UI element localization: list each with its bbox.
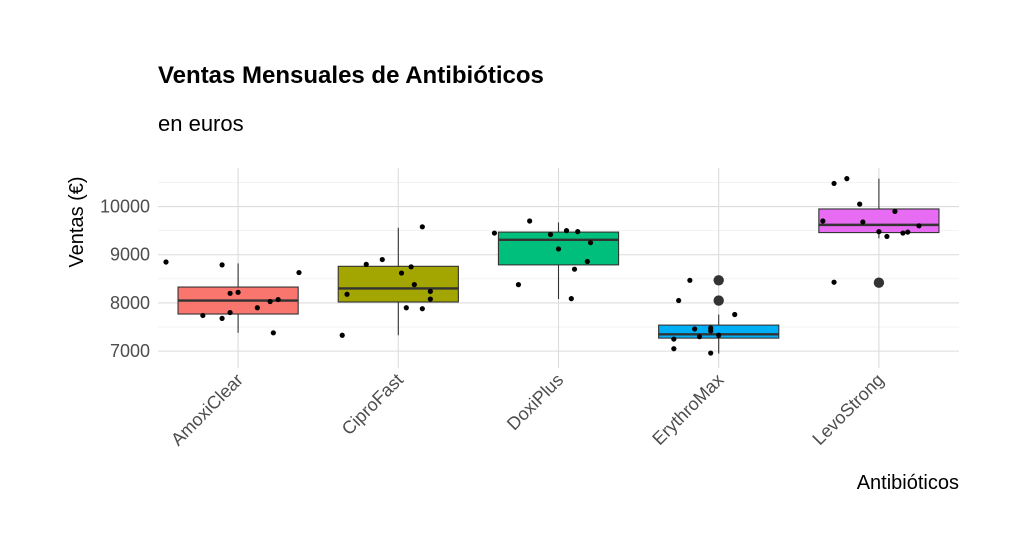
data-point <box>831 279 837 285</box>
data-point <box>200 312 206 319</box>
data-point <box>671 346 677 352</box>
data-point <box>563 228 570 234</box>
data-point <box>692 326 698 332</box>
data-point <box>575 229 581 235</box>
y-axis-ticks: 7000 8000 9000 10000 <box>100 197 150 362</box>
data-point <box>671 336 677 342</box>
data-point <box>696 334 703 340</box>
box-body <box>337 265 459 303</box>
y-tick-label: 9000 <box>110 245 150 265</box>
data-point <box>254 305 260 311</box>
outlier-point <box>713 275 724 286</box>
data-point <box>732 311 738 318</box>
x-tick-label: DoxiPlus <box>503 370 567 434</box>
data-point <box>363 261 369 267</box>
data-point <box>708 350 714 356</box>
x-tick-label: AmoxiClear <box>167 370 247 450</box>
data-point <box>379 256 385 263</box>
data-point <box>905 229 911 235</box>
x-tick-label: CiproFast <box>338 370 407 439</box>
data-point <box>527 218 533 224</box>
data-point <box>547 231 554 238</box>
data-point <box>587 240 594 246</box>
x-axis-ticks: AmoxiClear CiproFast DoxiPlus ErythroMax Lev… <box>167 370 888 450</box>
data-point <box>676 297 682 304</box>
data-point <box>427 296 433 302</box>
data-point <box>227 309 233 316</box>
data-point <box>296 269 302 276</box>
data-point <box>568 296 574 302</box>
data-point <box>515 282 522 288</box>
data-point <box>163 259 169 265</box>
box-CiproFast <box>337 227 459 336</box>
data-point <box>584 258 590 265</box>
data-point <box>398 270 405 276</box>
data-point <box>571 266 578 272</box>
data-point <box>844 176 850 182</box>
data-point <box>555 246 562 252</box>
data-point <box>708 328 714 334</box>
jitter-points <box>163 176 922 356</box>
y-tick-label: 8000 <box>110 293 150 313</box>
data-point <box>820 218 826 224</box>
data-point <box>687 277 693 283</box>
y-axis-title: Ventas (€) <box>66 176 88 267</box>
outlier-point <box>873 277 885 288</box>
data-point <box>267 298 273 305</box>
chart-subtitle: en euros <box>158 111 244 136</box>
data-point <box>900 230 906 236</box>
data-point <box>275 296 281 303</box>
data-point <box>892 208 898 214</box>
data-point <box>876 229 882 235</box>
data-point <box>419 306 425 312</box>
box-LevoStrong <box>818 178 940 288</box>
data-point <box>860 219 866 225</box>
outlier-point <box>713 295 724 306</box>
data-point <box>219 315 225 321</box>
data-point <box>419 224 425 230</box>
data-point <box>427 288 433 294</box>
chart-title: Ventas Mensuales de Antibióticos <box>158 62 544 89</box>
x-tick-label: ErythroMax <box>648 370 727 449</box>
x-tick-label: LevoStrong <box>808 370 887 449</box>
data-point <box>916 223 922 229</box>
data-point <box>408 264 414 270</box>
data-point <box>339 332 345 338</box>
data-point <box>884 233 890 240</box>
data-point <box>857 201 863 207</box>
x-axis-title: Antibióticos <box>857 472 959 494</box>
data-point <box>411 282 417 288</box>
data-point <box>235 289 241 295</box>
box-DoxiPlus <box>497 222 620 300</box>
data-point <box>227 290 233 296</box>
data-point <box>403 305 409 311</box>
data-point <box>344 291 350 297</box>
y-tick-label: 10000 <box>100 197 150 217</box>
data-point <box>831 180 837 187</box>
box-ErythroMax <box>658 275 780 354</box>
data-point <box>219 262 225 268</box>
y-tick-label: 7000 <box>110 341 150 361</box>
data-point <box>270 330 276 336</box>
data-point <box>491 230 498 236</box>
data-point <box>716 332 722 338</box>
